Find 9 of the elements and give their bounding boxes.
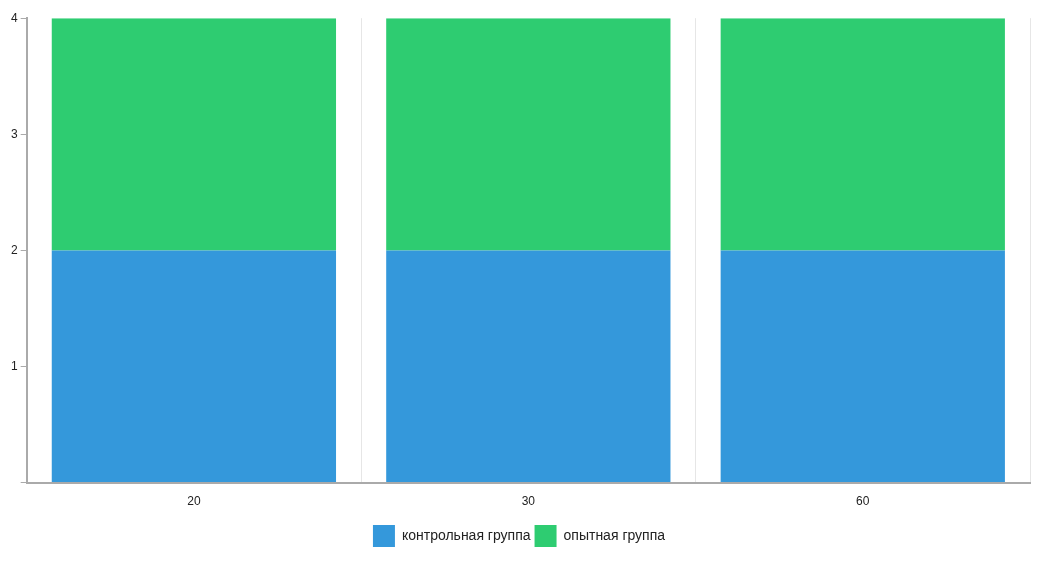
y-tick-label: 3	[10, 126, 18, 141]
x-tick-label: 30	[521, 494, 536, 509]
legend-label: контрольная группа	[401, 526, 531, 543]
x-tick-label: 60	[856, 494, 870, 509]
y-tick-label: 4	[10, 10, 18, 25]
y-tick-label: 2	[10, 242, 18, 257]
legend-label: опытная группа	[563, 526, 666, 543]
x-tick-label: 20	[187, 494, 201, 509]
y-tick-label: 1	[10, 358, 18, 373]
